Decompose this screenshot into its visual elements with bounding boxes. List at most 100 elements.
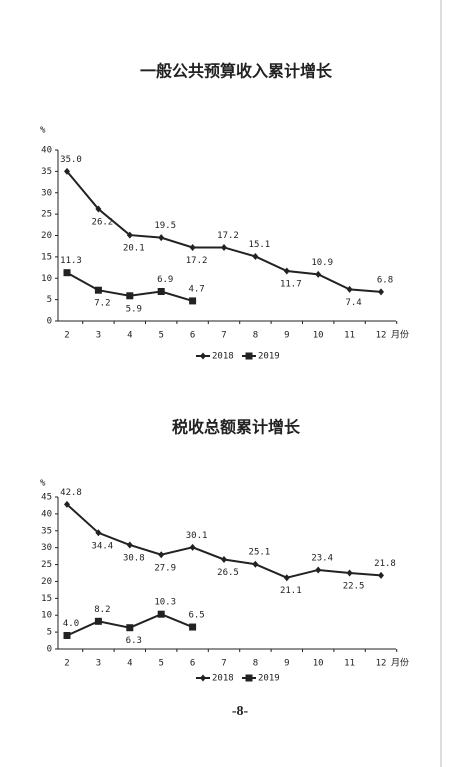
x-tick-label: 2 [64, 659, 69, 669]
marker [64, 167, 70, 175]
x-tick-label: 10 [313, 331, 324, 341]
legend-label: 2018 [212, 674, 234, 684]
x-tick-label: 8 [253, 331, 258, 341]
data-label: 25.1 [249, 548, 271, 558]
marker [252, 560, 259, 568]
marker [158, 551, 165, 559]
y-tick-label: 25 [41, 210, 52, 220]
y-tick-label: 25 [41, 560, 52, 570]
marker [245, 352, 253, 360]
x-tick-label: 8 [253, 659, 258, 669]
marker [378, 288, 384, 296]
x-tick-label: 7 [221, 331, 226, 341]
y-tick-label: 40 [41, 509, 52, 519]
chart-title: 一般公共预算收入累计增长 [140, 62, 333, 81]
marker [94, 286, 102, 294]
x-tick-label: 11 [344, 331, 355, 341]
marker [189, 243, 196, 251]
x-axis-label: 月份 [391, 657, 409, 669]
marker [95, 205, 102, 213]
marker [189, 297, 197, 305]
data-label: 5.9 [126, 304, 142, 314]
data-label: 42.8 [60, 488, 82, 498]
data-label: 15.1 [249, 240, 271, 250]
y-tick-label: 40 [41, 146, 52, 156]
y-tick-label: 30 [41, 543, 52, 553]
x-tick-label: 12 [376, 659, 387, 669]
data-label: 20.1 [123, 244, 145, 254]
y-tick-label: 5 [47, 628, 52, 638]
data-label: 21.8 [374, 559, 396, 569]
y-axis-label: % [40, 479, 46, 489]
x-tick-label: 3 [96, 659, 101, 669]
y-axis-label: % [40, 126, 46, 136]
x-tick-label: 5 [158, 659, 163, 669]
x-tick-label: 10 [313, 659, 324, 669]
y-tick-label: 0 [47, 317, 52, 327]
marker [126, 541, 133, 549]
y-tick-label: 15 [41, 594, 52, 604]
marker [200, 352, 206, 360]
marker [63, 631, 71, 639]
marker [346, 569, 353, 577]
x-tick-label: 3 [96, 331, 101, 341]
data-label: 8.2 [94, 605, 110, 615]
marker [378, 571, 384, 579]
legend-label: 2019 [258, 352, 280, 362]
marker [158, 234, 165, 242]
data-label: 17.2 [217, 231, 239, 241]
marker [200, 674, 206, 682]
x-tick-label: 9 [284, 331, 289, 341]
y-tick-label: 30 [41, 188, 52, 198]
marker [189, 623, 197, 631]
x-tick-label: 11 [344, 659, 355, 669]
marker [315, 270, 322, 278]
chart-title: 税收总额累计增长 [172, 418, 301, 437]
marker [157, 610, 165, 618]
data-label: 22.5 [343, 582, 365, 592]
marker [189, 543, 196, 551]
data-label: 11.3 [60, 256, 82, 266]
data-label: 7.4 [345, 298, 361, 308]
marker [63, 269, 71, 277]
x-tick-label: 7 [221, 659, 226, 669]
marker [95, 529, 102, 537]
data-label: 10.9 [311, 258, 333, 268]
data-label: 26.5 [217, 568, 239, 578]
data-label: 11.7 [280, 279, 302, 289]
page-number: -8- [232, 704, 249, 719]
data-label: 6.5 [188, 611, 204, 621]
x-tick-label: 12 [376, 331, 387, 341]
marker [252, 252, 259, 260]
data-label: 6.9 [157, 275, 173, 285]
marker [126, 624, 134, 632]
marker [245, 674, 253, 682]
data-label: 19.5 [154, 221, 176, 231]
y-tick-label: 10 [41, 611, 52, 621]
y-tick-label: 20 [41, 577, 52, 587]
x-axis-label: 月份 [391, 329, 409, 341]
marker [315, 566, 322, 574]
y-tick-label: 10 [41, 274, 52, 284]
data-label: 23.4 [311, 553, 333, 563]
marker [157, 288, 165, 296]
x-tick-label: 6 [190, 331, 195, 341]
y-tick-label: 0 [47, 645, 52, 655]
data-label: 30.1 [186, 531, 208, 541]
x-tick-label: 5 [158, 331, 163, 341]
marker [94, 617, 102, 625]
data-label: 7.2 [94, 299, 110, 309]
data-label: 30.8 [123, 553, 145, 563]
data-label: 4.0 [63, 619, 79, 629]
data-label: 26.2 [92, 217, 114, 227]
data-label: 35.0 [60, 155, 82, 165]
marker [283, 574, 290, 582]
marker [346, 285, 353, 293]
y-tick-label: 35 [41, 167, 52, 177]
x-tick-label: 6 [190, 659, 195, 669]
x-tick-label: 4 [127, 659, 132, 669]
legend-label: 2019 [258, 674, 280, 684]
y-tick-label: 5 [47, 295, 52, 305]
